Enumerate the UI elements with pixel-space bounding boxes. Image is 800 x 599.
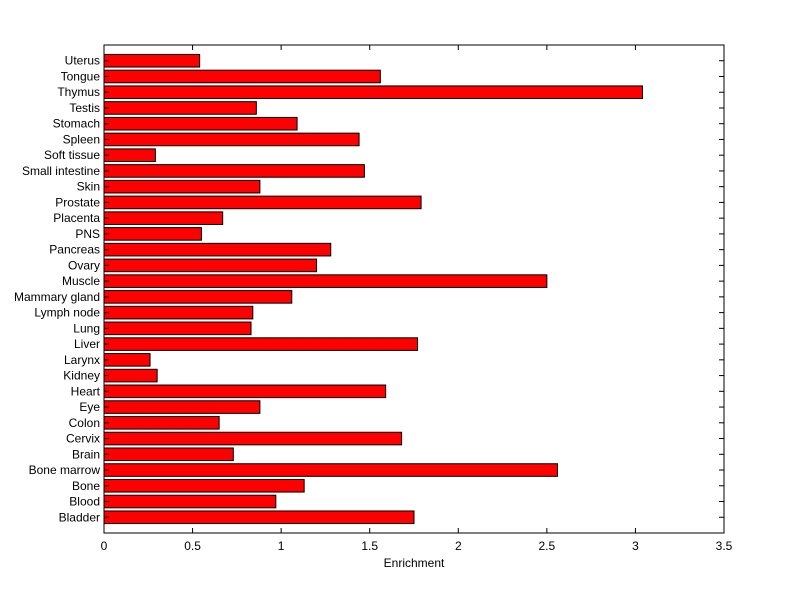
y-tick-label-soft-tissue: Soft tissue [44, 148, 100, 162]
bar-bone [103, 478, 305, 493]
bar-heart [103, 384, 387, 399]
y-tick-label-prostate: Prostate [55, 195, 100, 209]
y-tick-label-pns: PNS [75, 227, 100, 241]
bar-lymph-node [103, 305, 254, 320]
bar-mammary-gland [103, 290, 293, 304]
y-tick-label-bone-marrow: Bone marrow [29, 463, 101, 477]
y-tick-label-pancreas: Pancreas [49, 243, 100, 257]
y-tick-label-colon: Colon [69, 416, 100, 430]
y-tick-label-tongue: Tongue [61, 69, 101, 83]
y-tick-label-liver: Liver [74, 337, 100, 351]
x-tick-label-3: 3 [632, 539, 639, 553]
y-tick-label-bladder: Bladder [59, 510, 100, 524]
bar-muscle [103, 274, 548, 288]
x-tick-label-2: 2 [455, 539, 462, 553]
y-tick-label-kidney: Kidney [63, 369, 100, 383]
bar-small-intestine [103, 164, 365, 178]
y-tick-label-eye: Eye [79, 400, 100, 414]
bar-prostate [103, 195, 422, 210]
bar-larynx [103, 353, 151, 367]
x-tick-label-1: 1 [278, 539, 285, 553]
y-tick-label-bone: Bone [72, 479, 100, 493]
y-tick-label-heart: Heart [71, 384, 101, 398]
bar-lung [103, 321, 252, 336]
y-tick-label-small-intestine: Small intestine [22, 164, 100, 178]
y-tick-label-testis: Testis [69, 101, 100, 115]
bar-pns [103, 227, 202, 241]
bar-thymus [103, 85, 644, 100]
y-tick-label-thymus: Thymus [57, 85, 100, 99]
y-tick-label-mammary-gland: Mammary gland [14, 290, 100, 304]
y-tick-label-brain: Brain [72, 447, 100, 461]
x-axis-title: Enrichment [384, 556, 445, 570]
y-tick-label-muscle: Muscle [62, 274, 100, 288]
x-tick-label-0: 0 [101, 539, 108, 553]
bar-bone-marrow [103, 463, 558, 477]
y-tick-label-larynx: Larynx [64, 353, 100, 367]
bar-bladder [103, 510, 415, 525]
x-tick-label-3-5: 3.5 [716, 539, 733, 553]
bar-stomach [103, 116, 298, 131]
bar-colon [103, 416, 220, 430]
bar-eye [103, 400, 261, 414]
y-tick-label-lung: Lung [73, 321, 100, 335]
y-tick-label-placenta: Placenta [53, 211, 100, 225]
bar-brain [103, 447, 234, 462]
y-tick-label-lymph-node: Lymph node [34, 306, 100, 320]
bar-tongue [103, 69, 381, 84]
plot-frame [103, 44, 725, 534]
bar-blood [103, 494, 277, 509]
x-tick-label-0-5: 0.5 [184, 539, 201, 553]
bar-uterus [103, 53, 201, 68]
bar-placenta [103, 211, 224, 225]
bar-skin [103, 179, 261, 194]
x-tick-label-2-5: 2.5 [539, 539, 556, 553]
y-tick-label-uterus: Uterus [65, 54, 100, 68]
y-tick-label-cervix: Cervix [66, 432, 100, 446]
y-tick-label-ovary: Ovary [68, 258, 100, 272]
bar-spleen [103, 132, 360, 147]
y-tick-label-blood: Blood [69, 495, 100, 509]
bar-cervix [103, 431, 403, 446]
bar-testis [103, 101, 257, 115]
bar-pancreas [103, 242, 332, 257]
y-tick-label-stomach: Stomach [53, 117, 100, 131]
y-tick-label-spleen: Spleen [63, 132, 100, 146]
bar-kidney [103, 368, 158, 383]
y-tick-label-skin: Skin [77, 180, 100, 194]
x-tick-label-1-5: 1.5 [361, 539, 378, 553]
bar-soft-tissue [103, 148, 156, 162]
bar-ovary [103, 258, 318, 273]
bar-liver [103, 337, 419, 351]
